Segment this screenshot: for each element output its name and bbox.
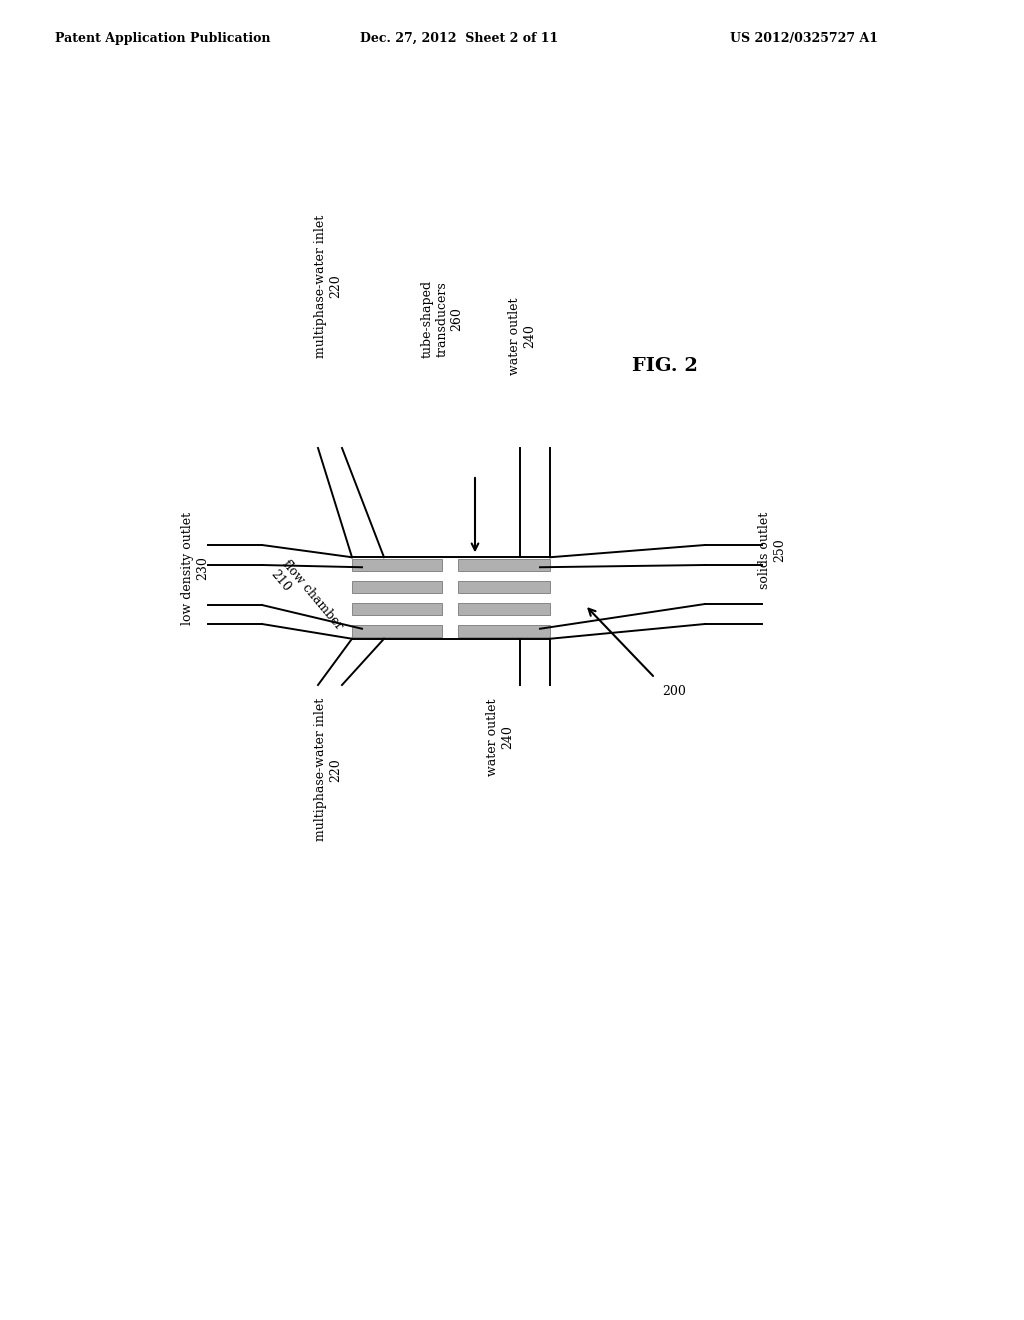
Bar bbox=[352, 603, 442, 615]
Text: FIG. 2: FIG. 2 bbox=[632, 356, 698, 375]
Bar bbox=[458, 581, 550, 593]
Bar bbox=[352, 626, 442, 636]
Text: 200: 200 bbox=[662, 685, 686, 698]
Text: US 2012/0325727 A1: US 2012/0325727 A1 bbox=[730, 32, 878, 45]
Text: multiphase-water inlet
220: multiphase-water inlet 220 bbox=[314, 215, 342, 358]
Bar bbox=[458, 603, 550, 615]
Bar bbox=[458, 626, 550, 636]
Text: tube-shaped
transducers
260: tube-shaped transducers 260 bbox=[421, 280, 464, 358]
Text: multiphase-water inlet
220: multiphase-water inlet 220 bbox=[314, 698, 342, 841]
Text: water outlet
240: water outlet 240 bbox=[486, 698, 514, 776]
Text: low density outlet
230: low density outlet 230 bbox=[181, 512, 209, 626]
Text: flow chamber
210: flow chamber 210 bbox=[268, 558, 345, 643]
Bar bbox=[458, 560, 550, 570]
Bar bbox=[352, 581, 442, 593]
Text: Dec. 27, 2012  Sheet 2 of 11: Dec. 27, 2012 Sheet 2 of 11 bbox=[360, 32, 558, 45]
Bar bbox=[352, 560, 442, 570]
Text: Patent Application Publication: Patent Application Publication bbox=[55, 32, 270, 45]
Text: solids outlet
250: solids outlet 250 bbox=[758, 512, 786, 589]
Text: water outlet
240: water outlet 240 bbox=[508, 297, 536, 375]
